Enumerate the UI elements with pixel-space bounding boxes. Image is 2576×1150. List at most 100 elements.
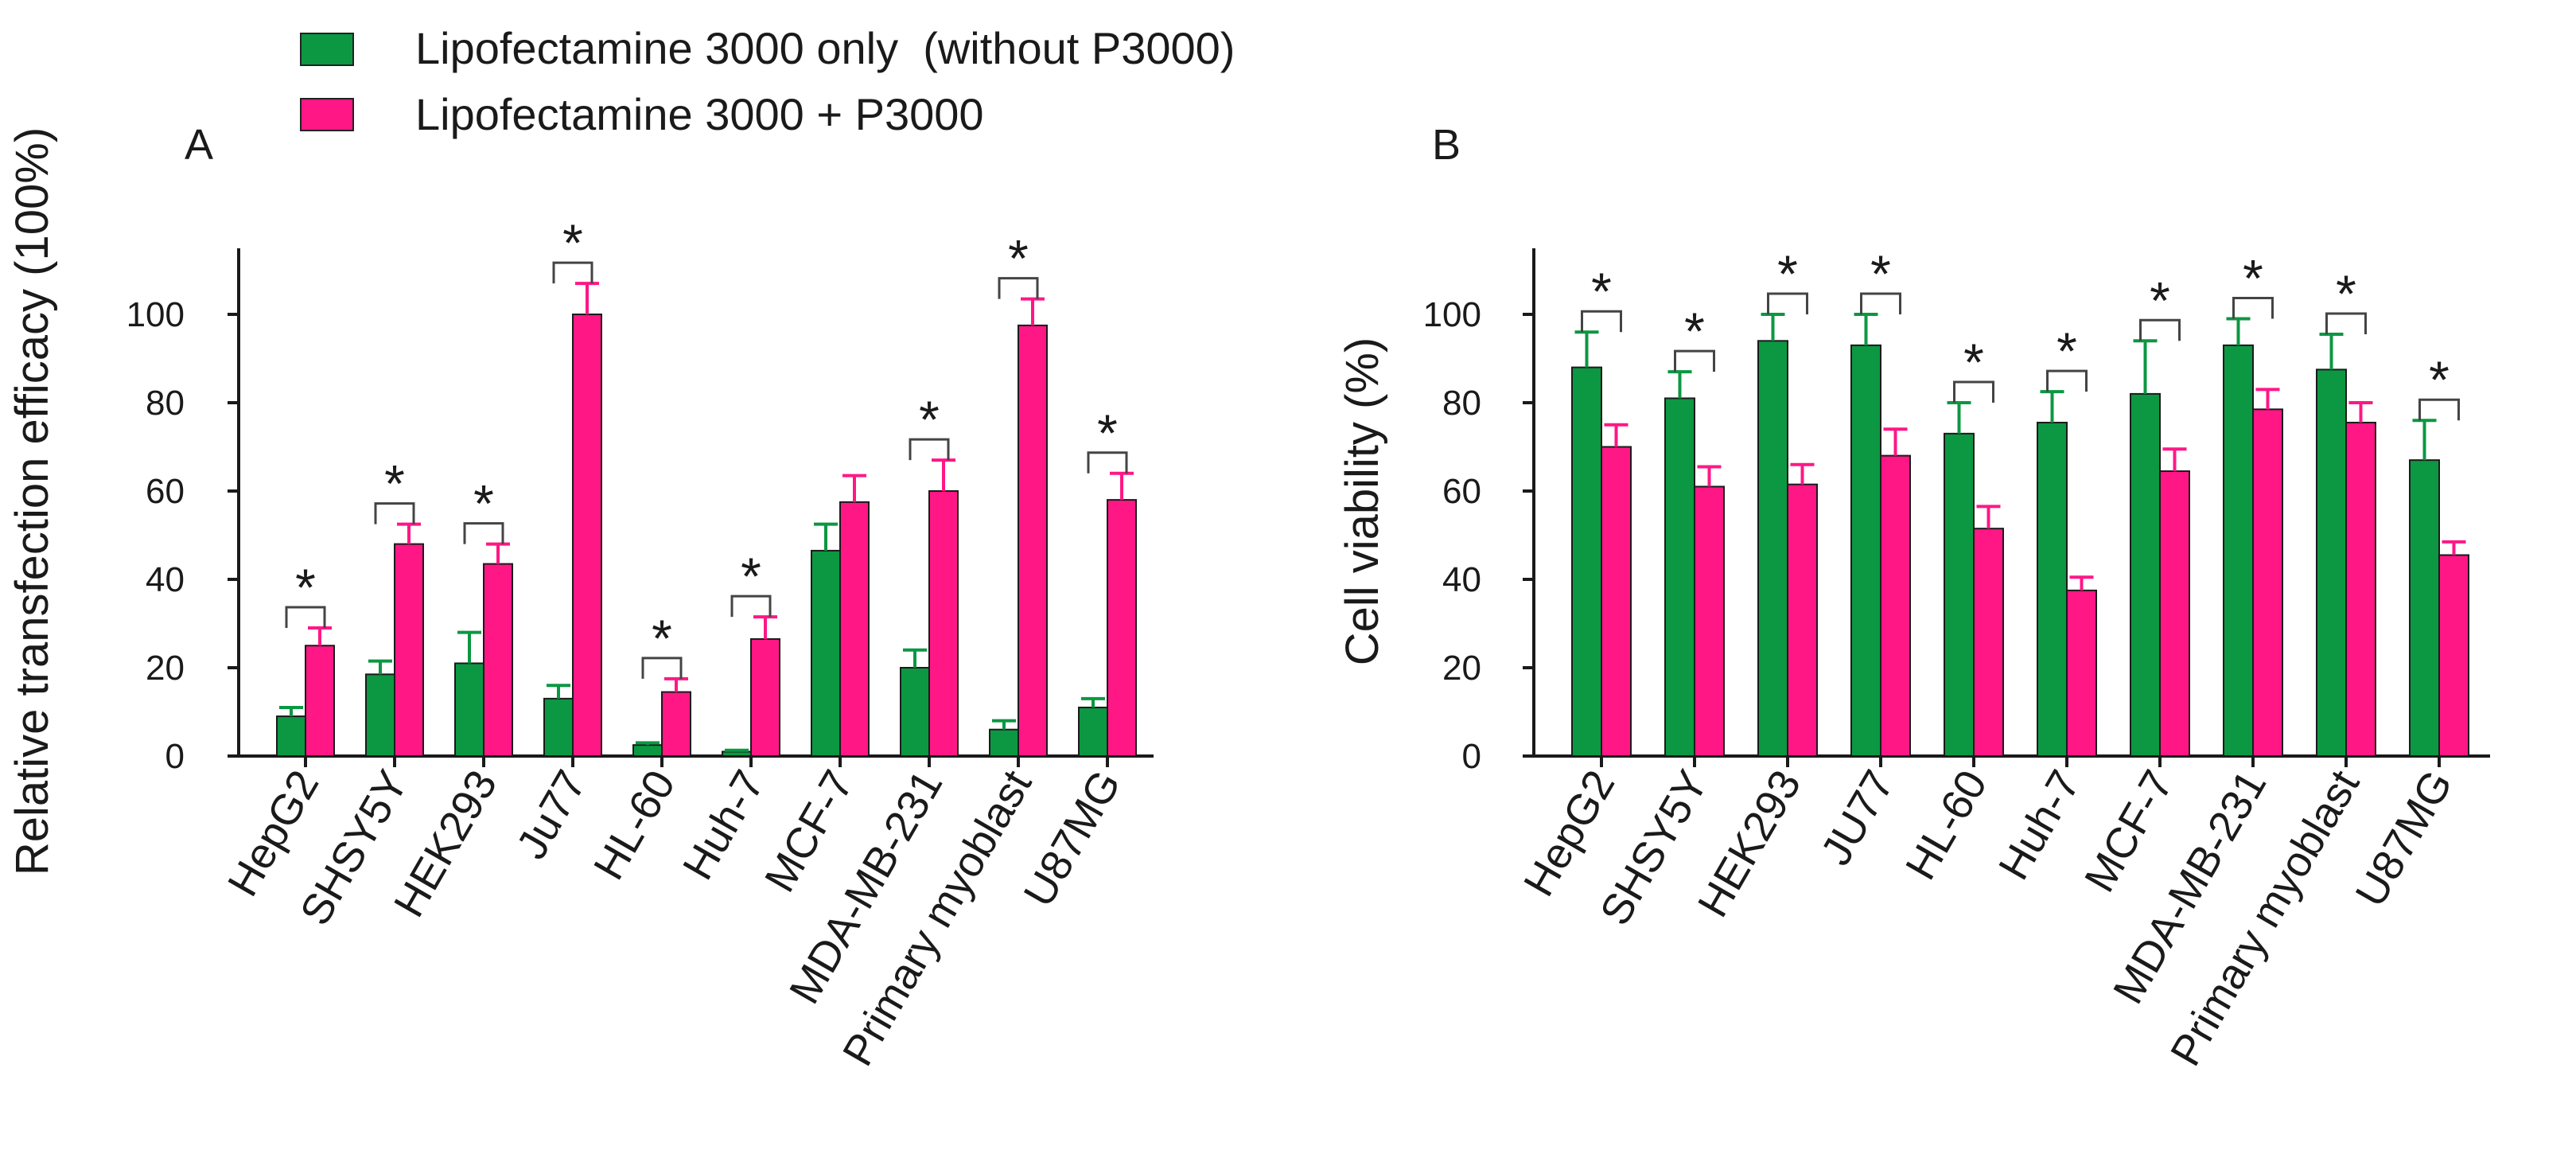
significance-bracket-a: [285, 606, 326, 629]
category-label-a: HL-60: [585, 762, 685, 887]
significance-bracket-a: [374, 502, 415, 524]
bar-b-magenta: [1694, 485, 1725, 757]
significance-bracket-b: [2325, 312, 2367, 334]
bar-a-green: [989, 728, 1019, 758]
bar-b-magenta: [2159, 470, 2190, 758]
bar-b-magenta: [2438, 554, 2469, 757]
bar-a-green: [454, 662, 484, 758]
y-tick-label-b: 100: [1423, 295, 1481, 334]
significance-star-b: *: [1591, 262, 1612, 321]
bar-a-green: [722, 750, 752, 758]
significance-star-a: *: [919, 390, 940, 449]
significance-bracket-b: [2139, 318, 2181, 341]
category-label-b: Huh-7: [1990, 762, 2090, 887]
significance-star-a: *: [562, 213, 583, 272]
bar-a-green: [900, 667, 930, 757]
bar-b-green: [2037, 421, 2068, 757]
y-tick-label-b: 0: [1462, 737, 1481, 776]
legend-swatch-green: [300, 33, 354, 66]
y-tick-label-a: 100: [126, 295, 185, 334]
category-label-b: JU77: [1811, 762, 1903, 873]
significance-star-a: *: [741, 547, 761, 606]
significance-star-a: *: [473, 474, 494, 533]
legend-label-magenta: Lipofectamine 3000 + P3000: [415, 89, 984, 139]
significance-bracket-b: [1581, 310, 1622, 333]
y-tick-label-b: 20: [1442, 649, 1481, 688]
bar-a-green: [632, 744, 663, 757]
bar-a-magenta: [1018, 324, 1048, 757]
legend-entry-magenta: Lipofectamine 3000 + P3000: [300, 89, 984, 139]
significance-star-b: *: [1684, 302, 1705, 361]
bar-b-magenta: [2252, 408, 2283, 757]
bar-b-green: [2316, 368, 2347, 757]
legend-swatch-magenta: [300, 98, 354, 131]
bar-a-magenta: [394, 543, 424, 757]
significance-bracket-a: [730, 594, 772, 618]
bar-a-green: [811, 549, 841, 757]
significance-bracket-b: [2046, 369, 2088, 392]
y-tick-label-b: 80: [1442, 384, 1481, 423]
bar-b-green: [1571, 366, 1602, 757]
bar-b-green: [1944, 432, 1975, 757]
y-tick-label-a: 0: [165, 737, 185, 776]
significance-star-a: *: [1097, 403, 1118, 462]
significance-star-a: *: [384, 454, 405, 513]
bar-b-green: [2130, 392, 2161, 757]
bar-b-magenta: [1880, 454, 1911, 757]
significance-star-a: *: [652, 609, 672, 668]
significance-star-b: *: [2243, 249, 2263, 308]
category-label-b: HL-60: [1897, 762, 1997, 887]
significance-bracket-a: [463, 522, 504, 544]
bar-a-magenta: [750, 637, 780, 757]
category-label-a: Ju77: [508, 762, 596, 867]
significance-star-b: *: [2429, 350, 2450, 409]
significance-bracket-b: [2418, 398, 2460, 421]
bar-b-magenta: [2345, 421, 2376, 757]
significance-star-b: *: [1870, 244, 1891, 303]
y-tick-label-a: 80: [146, 384, 185, 423]
bar-a-magenta: [1107, 499, 1137, 757]
significance-bracket-b: [1860, 292, 1901, 314]
bar-a-magenta: [661, 691, 691, 758]
bar-a-magenta: [483, 563, 513, 758]
panel-label-b: B: [1432, 121, 1461, 169]
significance-star-b: *: [2057, 322, 2077, 380]
bar-b-magenta: [2066, 589, 2097, 757]
significance-bracket-a: [998, 277, 1039, 299]
y-tick-label-b: 60: [1442, 472, 1481, 511]
y-tick-label-a: 40: [146, 560, 185, 599]
bar-a-magenta: [839, 501, 870, 757]
legend-entry-green: Lipofectamine 3000 only (without P3000): [300, 23, 1235, 73]
y-axis-title-a: Relative transfection efficacy (100%): [6, 127, 58, 875]
category-label-a: Huh-7: [674, 762, 774, 887]
significance-star-b: *: [2336, 264, 2356, 323]
bar-b-green: [1850, 344, 1881, 758]
significance-star-a: *: [1008, 229, 1029, 288]
significance-bracket-b: [1953, 380, 1994, 403]
legend-label-green: Lipofectamine 3000 only (without P3000): [415, 23, 1235, 73]
significance-star-b: *: [1963, 333, 1984, 392]
bar-a-magenta: [305, 645, 335, 757]
bar-a-magenta: [928, 490, 959, 757]
significance-bracket-b: [2232, 297, 2274, 319]
significance-bracket-b: [1674, 349, 1715, 372]
significance-star-b: *: [2150, 271, 2170, 329]
bar-a-green: [365, 673, 395, 758]
y-tick-label-a: 20: [146, 649, 185, 688]
significance-bracket-a: [552, 261, 593, 284]
significance-bracket-a: [909, 438, 950, 461]
legend: Lipofectamine 3000 only (without P3000) …: [300, 23, 1235, 139]
significance-star-a: *: [295, 558, 316, 617]
bar-a-green: [1078, 706, 1108, 758]
bar-a-green: [543, 697, 574, 757]
y-tick-label-b: 40: [1442, 560, 1481, 599]
significance-bracket-b: [1767, 292, 1808, 314]
significance-star-b: *: [1777, 244, 1798, 303]
bar-b-green: [2223, 344, 2254, 758]
significance-bracket-a: [641, 657, 683, 679]
bar-b-magenta: [1973, 528, 2004, 757]
y-tick-label-a: 60: [146, 472, 185, 511]
bar-b-magenta: [1601, 446, 1632, 757]
